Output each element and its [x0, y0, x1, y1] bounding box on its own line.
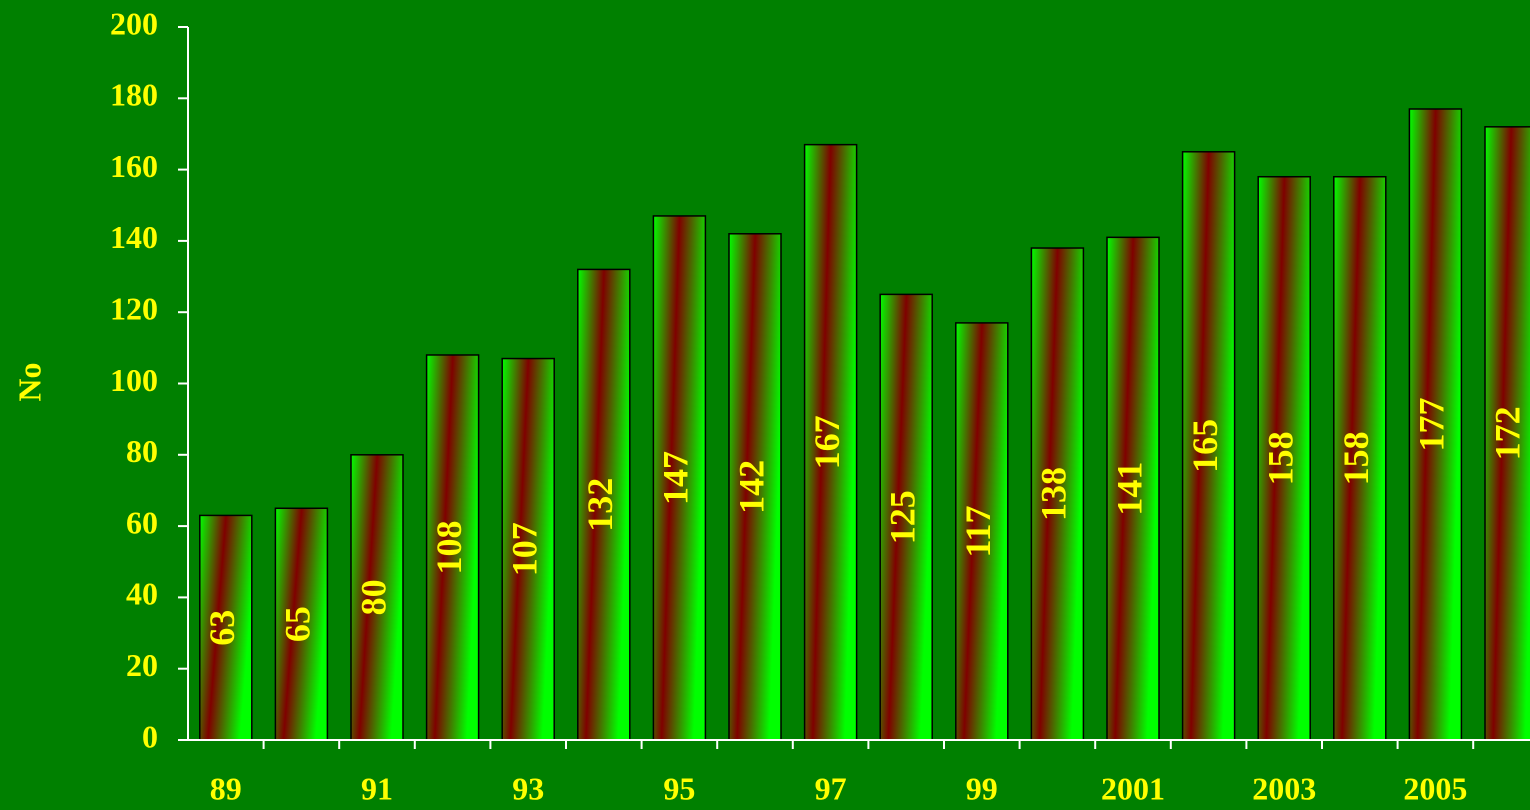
bar [955, 322, 1009, 741]
bar-value-label: 142 [731, 460, 771, 514]
x-tick-label: 2003 [1252, 770, 1316, 806]
bar [1030, 247, 1085, 741]
bar [1181, 151, 1236, 741]
bar-value-label: 167 [807, 415, 847, 469]
y-tick-label: 80 [126, 433, 158, 469]
bar-value-label: 147 [656, 451, 696, 505]
bar [1484, 126, 1530, 741]
bar [350, 454, 404, 741]
y-tick-label: 60 [126, 504, 158, 540]
bar-value-label: 63 [202, 610, 242, 646]
y-tick-label: 140 [110, 219, 158, 255]
bar-value-label: 108 [429, 520, 469, 574]
bar-value-label: 80 [353, 579, 393, 615]
y-tick-label: 0 [142, 718, 158, 754]
x-tick-label: 91 [361, 770, 393, 806]
y-tick-label: 180 [110, 77, 158, 113]
bar [803, 143, 858, 741]
x-tick-label: 2005 [1403, 770, 1467, 806]
bar [501, 357, 555, 741]
bar [1333, 175, 1387, 741]
bar-value-label: 138 [1034, 467, 1074, 521]
bar [1257, 175, 1311, 741]
y-tick-label: 40 [126, 576, 158, 612]
bar [425, 354, 480, 741]
bar [1408, 108, 1463, 741]
bar [199, 514, 253, 741]
bar-value-label: 165 [1185, 419, 1225, 473]
bar-value-label: 172 [1487, 406, 1527, 460]
bar-value-label: 141 [1109, 462, 1149, 516]
y-tick-label: 200 [110, 5, 158, 41]
bar [652, 215, 707, 741]
x-tick-label: 97 [815, 770, 847, 806]
x-tick-label: 2001 [1101, 770, 1165, 806]
bar [577, 268, 631, 741]
y-tick-label: 160 [110, 148, 158, 184]
bar [1106, 236, 1160, 741]
y-tick-label: 120 [110, 291, 158, 327]
bar-value-label: 177 [1412, 397, 1452, 451]
bar-value-label: 158 [1260, 431, 1300, 485]
x-tick-label: 93 [512, 770, 544, 806]
bar-value-label: 125 [882, 490, 922, 544]
y-tick-label: 20 [126, 647, 158, 683]
y-tick-label: 100 [110, 362, 158, 398]
bar-value-label: 65 [278, 606, 318, 642]
bar [728, 233, 782, 741]
x-tick-label: 95 [663, 770, 695, 806]
bar-value-label: 132 [580, 478, 620, 532]
bar-value-label: 158 [1336, 431, 1376, 485]
x-tick-label: 99 [966, 770, 998, 806]
bar-value-label: 117 [958, 505, 998, 557]
x-tick-label: 89 [210, 770, 242, 806]
y-axis-label: No [11, 362, 47, 401]
bar-value-label: 107 [504, 522, 544, 576]
